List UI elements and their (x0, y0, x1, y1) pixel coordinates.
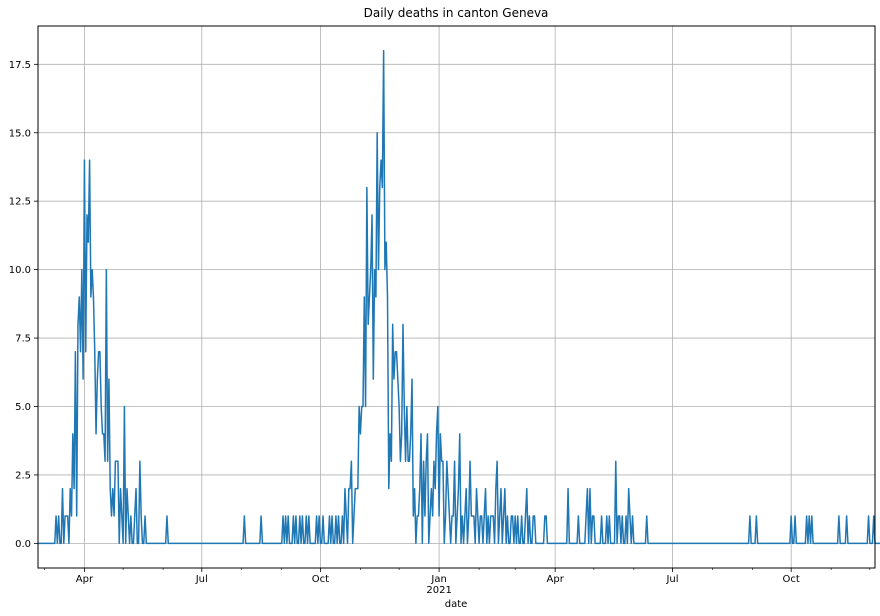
y-tick-label-4: 10.0 (9, 265, 31, 276)
y-tick-label-1: 2.5 (15, 470, 31, 481)
plot-frame (37, 25, 876, 569)
x-tick-label-2: Oct (312, 574, 329, 585)
gridlines (38, 26, 875, 568)
x-tick-label-0: Apr (76, 574, 94, 585)
series-layer (38, 49, 880, 545)
y-axis: 0.0 2.5 5.0 7.5 10.0 12.5 15.0 17.5 (9, 60, 38, 550)
x-tick-label-1: Jul (195, 574, 208, 585)
x-tick-label-6: Oct (783, 574, 800, 585)
x-tick-label-4: Apr (547, 574, 565, 585)
series-line-0 (38, 49, 880, 545)
y-tick-label-0: 0.0 (15, 539, 31, 550)
y-tick-label-6: 15.0 (9, 128, 31, 139)
x-axis-label: date (445, 599, 468, 610)
x-tick-label-3: Jan (430, 574, 446, 585)
y-tick-label-2: 5.0 (15, 402, 31, 413)
y-tick-label-5: 12.5 (9, 197, 31, 208)
x-tick-sublabel-3: 2021 (426, 585, 451, 596)
y-tick-label-3: 7.5 (15, 334, 31, 345)
chart-title: Daily deaths in canton Geneva (364, 6, 549, 20)
y-tick-label-7: 17.5 (9, 60, 31, 71)
x-tick-label-5: Jul (665, 574, 678, 585)
